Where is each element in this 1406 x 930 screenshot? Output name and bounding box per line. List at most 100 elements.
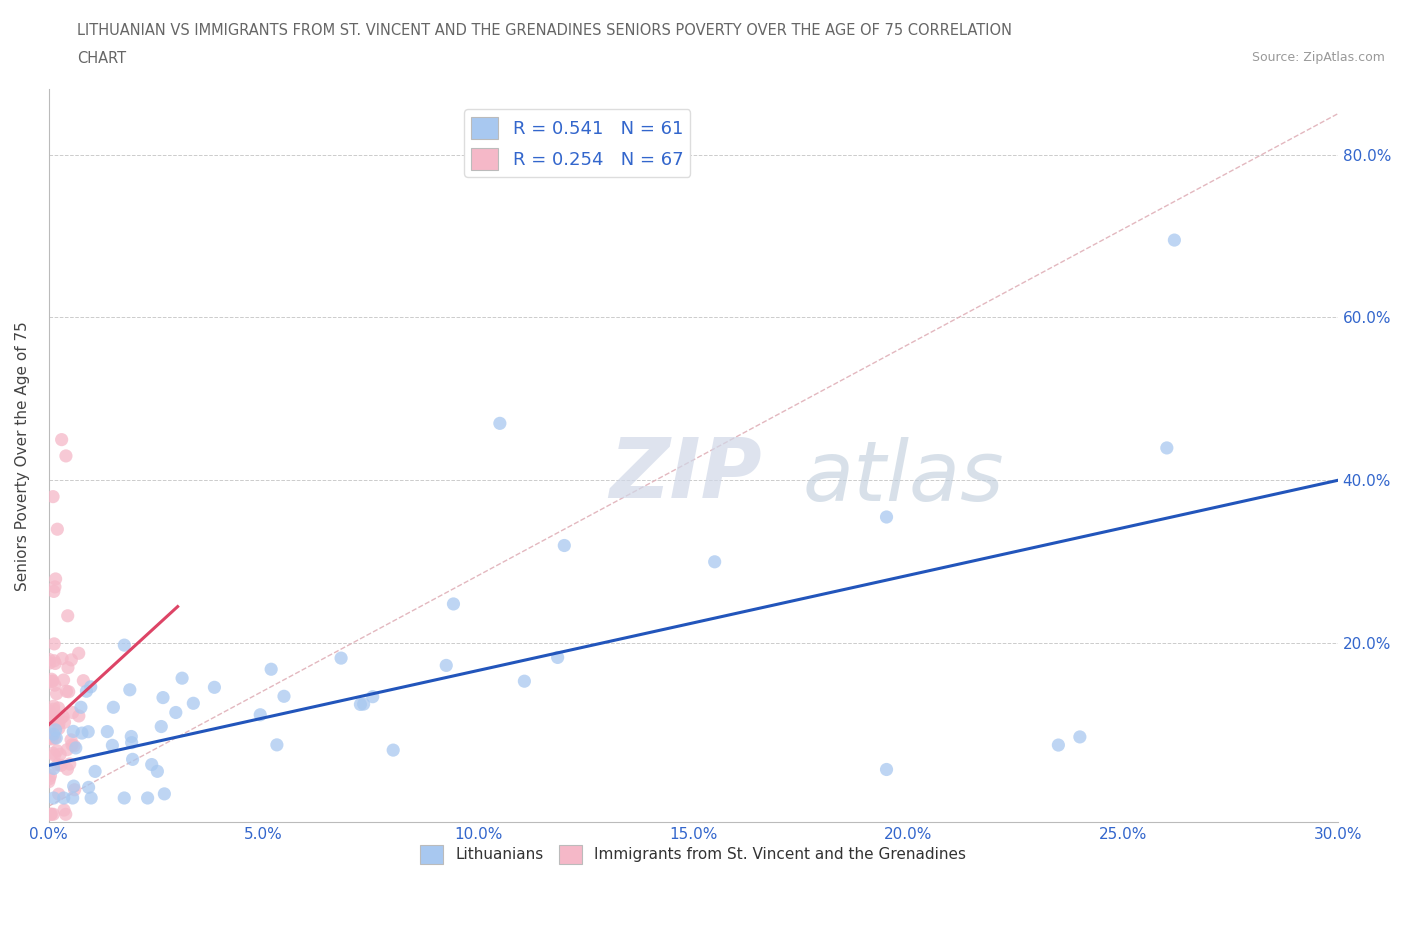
Text: LITHUANIAN VS IMMIGRANTS FROM ST. VINCENT AND THE GRENADINES SENIORS POVERTY OVE: LITHUANIAN VS IMMIGRANTS FROM ST. VINCEN… — [77, 23, 1012, 38]
Point — [60, 737, 83, 752]
Point — [58, 684, 80, 699]
Point — [56, 762, 79, 777]
Point — [349, 697, 371, 711]
Point — [44, 579, 66, 594]
Point — [51, 651, 73, 666]
Point — [45, 712, 67, 727]
Point — [273, 689, 295, 704]
Point — [44, 636, 66, 651]
Point — [38, 656, 60, 671]
Point — [121, 736, 143, 751]
Point — [42, 790, 65, 805]
Point — [84, 764, 107, 778]
Point — [52, 672, 75, 687]
Point — [146, 764, 169, 778]
Point — [46, 522, 69, 537]
Point — [70, 725, 93, 740]
Point — [38, 771, 60, 786]
Point — [45, 686, 67, 701]
Point — [553, 538, 575, 553]
Legend: Lithuanians, Immigrants from St. Vincent and the Grenadines: Lithuanians, Immigrants from St. Vincent… — [415, 839, 972, 870]
Point — [56, 660, 79, 675]
Point — [703, 554, 725, 569]
Point — [62, 724, 84, 738]
Point — [42, 489, 65, 504]
Point — [266, 737, 288, 752]
Point — [38, 730, 60, 745]
Point — [513, 673, 536, 688]
Point — [353, 697, 375, 711]
Point — [44, 731, 66, 746]
Point — [80, 680, 103, 695]
Point — [80, 790, 103, 805]
Point — [120, 729, 142, 744]
Point — [60, 653, 83, 668]
Point — [112, 638, 135, 653]
Point — [39, 807, 62, 822]
Point — [38, 775, 60, 790]
Point — [44, 654, 66, 669]
Point — [44, 678, 66, 693]
Point — [41, 674, 63, 689]
Point — [56, 608, 79, 623]
Point — [42, 673, 65, 688]
Point — [77, 724, 100, 739]
Point — [48, 700, 70, 715]
Point — [53, 803, 76, 817]
Point — [51, 432, 73, 447]
Point — [65, 740, 87, 755]
Point — [42, 807, 65, 822]
Point — [48, 721, 70, 736]
Point — [59, 756, 82, 771]
Point — [48, 716, 70, 731]
Point — [165, 705, 187, 720]
Point — [118, 683, 141, 698]
Point — [62, 778, 84, 793]
Point — [41, 732, 63, 747]
Point — [45, 723, 67, 737]
Point — [62, 705, 84, 720]
Point — [44, 748, 66, 763]
Point — [48, 787, 70, 802]
Point — [41, 708, 63, 723]
Point — [55, 684, 77, 698]
Text: atlas: atlas — [803, 437, 1004, 518]
Point — [38, 704, 60, 719]
Point — [204, 680, 226, 695]
Point — [77, 780, 100, 795]
Point — [38, 652, 60, 667]
Point — [152, 690, 174, 705]
Point — [876, 510, 898, 525]
Point — [136, 790, 159, 805]
Point — [547, 650, 569, 665]
Point — [52, 710, 75, 724]
Point — [72, 673, 94, 688]
Point — [44, 656, 66, 671]
Point — [1047, 737, 1070, 752]
Point — [62, 790, 84, 805]
Point — [1069, 729, 1091, 744]
Point — [172, 671, 194, 685]
Point — [121, 752, 143, 767]
Point — [1156, 441, 1178, 456]
Point — [183, 696, 205, 711]
Point — [434, 658, 457, 673]
Y-axis label: Seniors Poverty Over the Age of 75: Seniors Poverty Over the Age of 75 — [15, 321, 30, 591]
Point — [112, 790, 135, 805]
Point — [63, 738, 86, 753]
Point — [361, 689, 384, 704]
Point — [75, 684, 97, 698]
Point — [39, 711, 62, 726]
Point — [52, 790, 75, 805]
Point — [63, 782, 86, 797]
Point — [489, 416, 512, 431]
Point — [101, 737, 124, 752]
Point — [42, 761, 65, 776]
Point — [45, 730, 67, 745]
Point — [55, 448, 77, 463]
Point — [60, 733, 83, 748]
Point — [42, 584, 65, 599]
Point — [249, 708, 271, 723]
Point — [260, 662, 283, 677]
Point — [51, 711, 73, 725]
